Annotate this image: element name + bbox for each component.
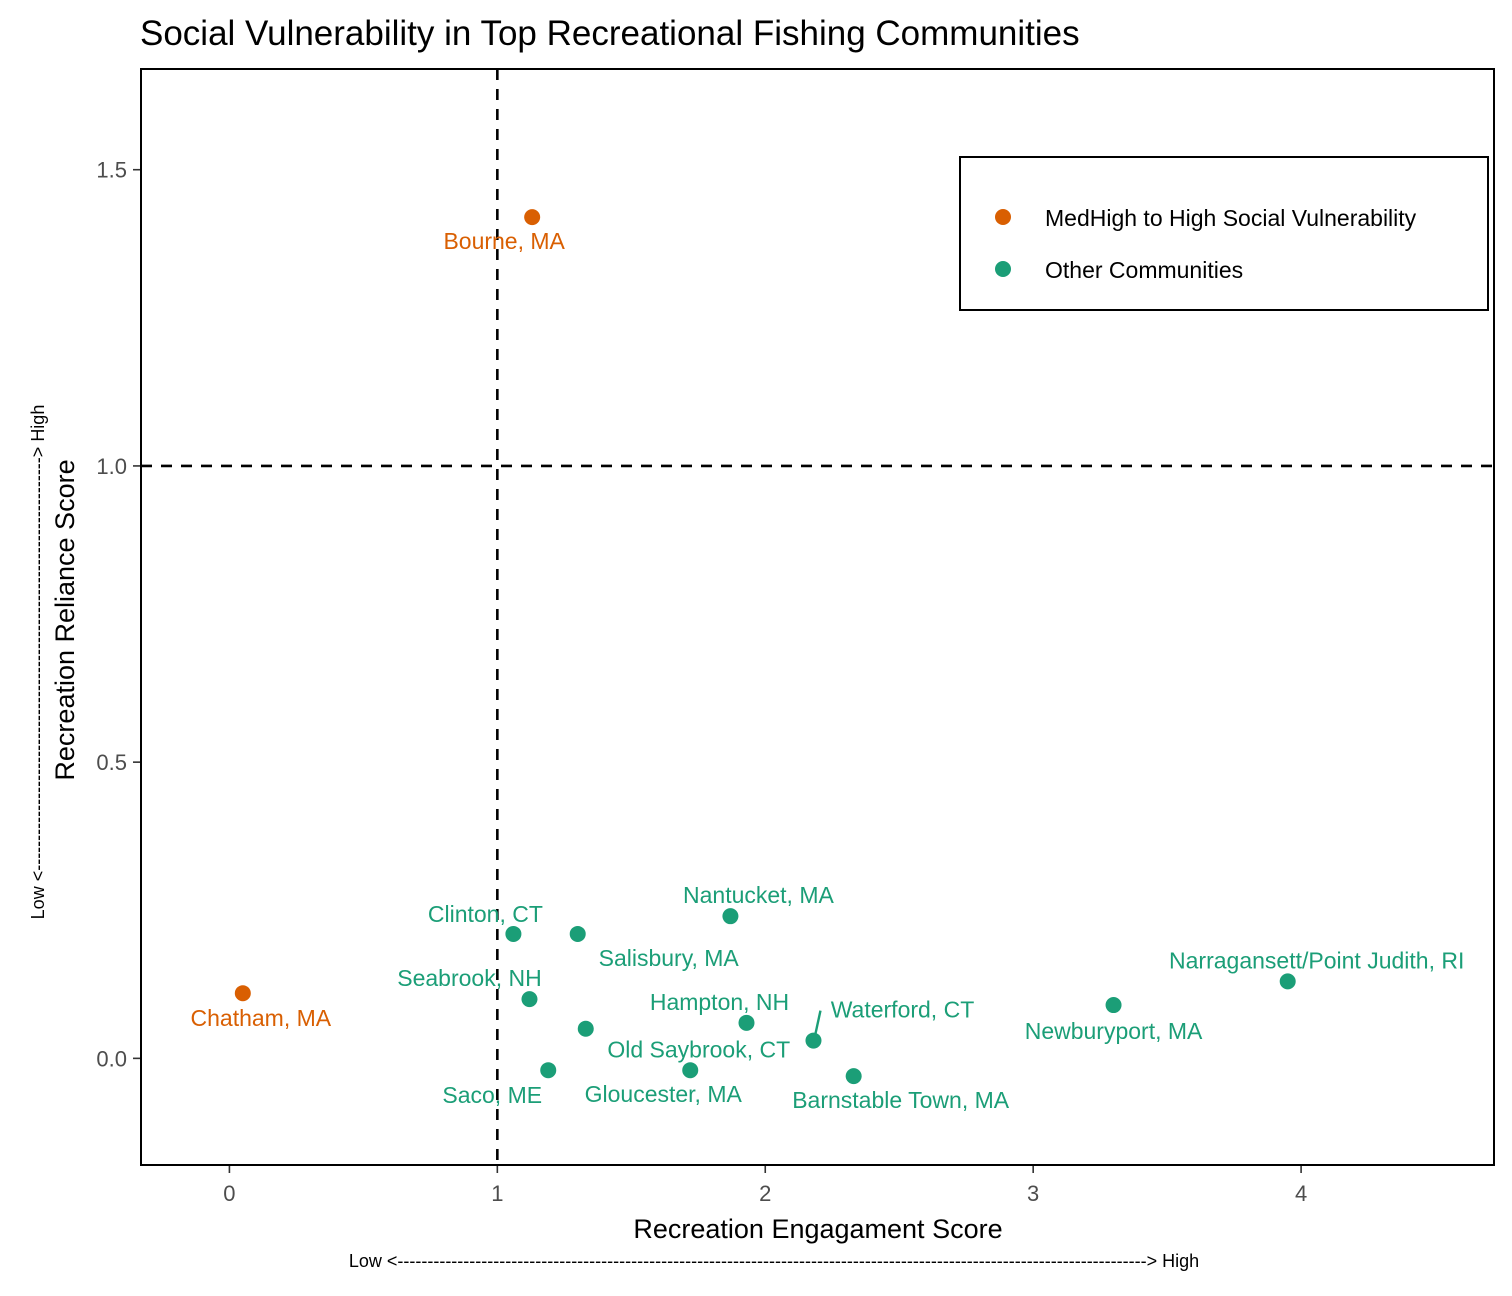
point-label-seabrook-nh: Seabrook, NH [397,965,541,991]
data-point-chatham-ma [234,985,251,1002]
point-label-hampton-nh: Hampton, NH [650,989,789,1015]
x-axis-title: Recreation Engagament Score [633,1214,1002,1244]
x-tick-label: 4 [1295,1181,1307,1206]
data-point-hampton-nh [738,1014,755,1031]
label-leader-line-waterford-ct [814,1010,822,1034]
point-label-bourne-ma: Bourne, MA [443,228,565,254]
point-label-narragansett-point-judith-ri: Narragansett/Point Judith, RI [1169,947,1464,973]
data-point-gloucester-ma [682,1062,699,1079]
chart-title: Social Vulnerability in Top Recreational… [140,14,1080,53]
x-tick-label: 3 [1027,1181,1039,1206]
point-label-gloucester-ma: Gloucester, MA [585,1081,743,1107]
data-point-newburyport-ma [1105,997,1122,1014]
legend-marker-other-communities [995,261,1011,277]
data-point-salisbury-ma [569,925,586,942]
data-point-barnstable-town-ma [845,1068,862,1085]
plot-border [140,68,1495,1166]
point-label-waterford-ct: Waterford, CT [831,997,975,1023]
x-tick-label: 0 [223,1181,235,1206]
y-tick-label: 1.5 [96,158,127,183]
point-label-barnstable-town-ma: Barnstable Town, MA [792,1087,1010,1113]
y-axis-title: Recreation Reliance Score [50,459,80,780]
data-point-seabrook-nh [521,991,538,1008]
data-point-waterford-ct [805,1032,822,1049]
legend-marker-high-vulnerability [995,209,1011,225]
data-point-saco-me [540,1062,557,1079]
y-tick-label: 1.0 [96,454,127,479]
legend-label: MedHigh to High Social Vulnerability [1045,205,1417,231]
point-label-salisbury-ma: Salisbury, MA [599,945,740,971]
legend-label: Other Communities [1045,257,1243,283]
x-tick-label: 1 [491,1181,503,1206]
legend: MedHigh to High Social Vulnerability Othe… [959,156,1489,311]
data-point-narragansett-point-judith-ri [1279,973,1296,990]
point-label-saco-me: Saco, ME [442,1082,542,1108]
point-label-nantucket-ma: Nantucket, MA [683,882,834,908]
x-tick-label: 2 [759,1181,771,1206]
data-point-old-saybrook-ct [577,1020,594,1037]
point-label-newburyport-ma: Newburyport, MA [1025,1018,1203,1044]
data-point-clinton-ct [505,925,522,942]
plot-area: 0 1 2 3 4 0.0 0.5 1.0 1.5 Bourne, MA Chatham, MA Na… [96,68,1495,1206]
point-label-clinton-ct: Clinton, CT [428,901,543,927]
data-point-nantucket-ma [722,908,739,925]
y-tick-label: 0.5 [96,750,127,775]
point-label-chatham-ma: Chatham, MA [191,1005,332,1031]
x-axis-direction-label: Low <-----------------------------------… [349,1251,1199,1271]
legend-box [959,156,1489,311]
y-axis-direction-label: Low <-----------------------------------… [28,405,48,920]
y-tick-label: 0.0 [96,1046,127,1071]
data-point-bourne-ma [524,209,541,226]
point-label-old-saybrook-ct: Old Saybrook, CT [607,1037,790,1063]
